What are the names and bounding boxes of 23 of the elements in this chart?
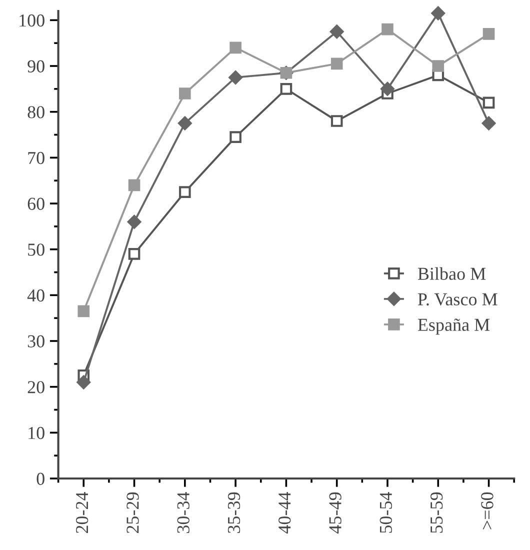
x-tick-label: 30-34 [177,492,190,533]
legend-label: Bilbao M [418,267,486,280]
y-tick-label: 0 [36,472,44,485]
x-tick-label: 35-39 [228,492,240,533]
y-tick-label: 50 [28,244,44,256]
x-tick-label: >=60 [481,492,494,530]
x-tick-label: 25-29 [126,492,139,534]
x-tick-label: 20-24 [76,492,88,534]
x-tick-label: 50-54 [380,492,392,533]
y-tick-label: 10 [28,426,44,440]
y-tick-label: 80 [28,106,44,118]
x-tick-label: 55-59 [430,492,443,533]
y-tick-label: 60 [28,198,44,210]
y-tick-label: 40 [27,289,44,302]
x-tick-label: 40-44 [278,492,291,534]
y-tick-label: 70 [28,152,44,164]
legend-label: P. Vasco M [418,293,498,306]
y-tick-label: 20 [28,381,44,394]
y-tick-label: 90 [28,60,44,72]
x-tick-label: 45-49 [329,492,342,534]
y-tick-label: 30 [28,335,44,348]
y-tick-label: 100 [20,14,44,27]
legend-label: España M [418,318,490,335]
